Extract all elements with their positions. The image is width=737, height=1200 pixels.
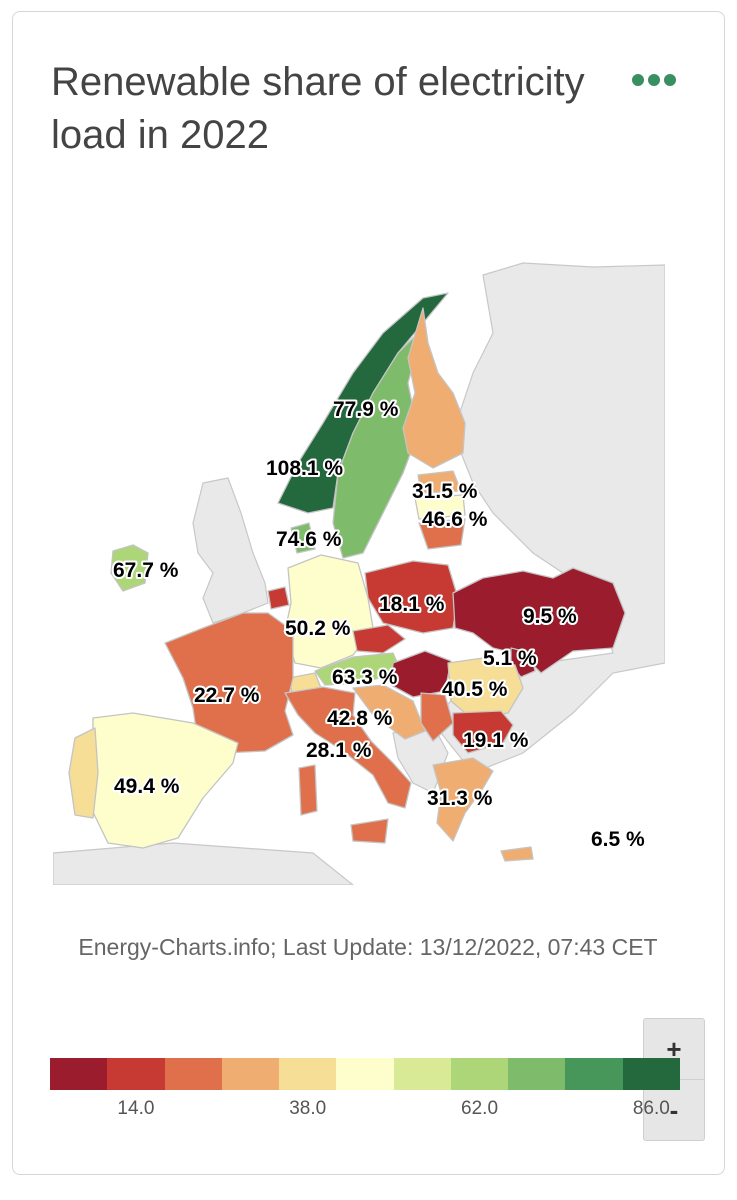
region-finland[interactable] bbox=[402, 307, 466, 469]
label-spain: 49.4 % bbox=[114, 775, 180, 798]
label-croatia: 42.8 % bbox=[327, 707, 393, 730]
legend-swatch bbox=[622, 1058, 680, 1090]
region-sicily[interactable] bbox=[350, 818, 389, 844]
label-estonia: 31.5 % bbox=[412, 480, 478, 503]
legend-swatch bbox=[565, 1058, 623, 1090]
region-hungary[interactable] bbox=[390, 650, 452, 698]
region-estonia[interactable] bbox=[417, 470, 462, 494]
legend-swatch bbox=[450, 1058, 509, 1090]
label-latvia: 46.6 % bbox=[422, 508, 488, 531]
legend-swatch bbox=[393, 1058, 451, 1090]
region-bulgaria[interactable] bbox=[452, 710, 514, 754]
region-latvia[interactable] bbox=[414, 494, 466, 520]
label-sweden: 77.9 % bbox=[333, 398, 399, 421]
region-poland[interactable] bbox=[364, 560, 459, 634]
label-ireland: 67.7 % bbox=[113, 559, 179, 582]
label-poland: 18.1 % bbox=[379, 593, 445, 616]
region-netherlands[interactable] bbox=[267, 586, 290, 610]
label-bulgaria: 19.1 % bbox=[463, 729, 529, 752]
land-britain bbox=[192, 477, 269, 624]
legend-tick: 86.0 bbox=[632, 1098, 670, 1119]
region-serbia[interactable] bbox=[420, 692, 454, 742]
region-cyprus[interactable] bbox=[500, 846, 534, 862]
region-ireland[interactable] bbox=[110, 544, 149, 592]
label-romania: 40.5 % bbox=[442, 678, 508, 701]
region-romania[interactable] bbox=[447, 657, 524, 719]
legend-tick: 62.0 bbox=[461, 1098, 499, 1119]
legend-tick: 14.0 bbox=[117, 1098, 155, 1119]
region-czechia[interactable] bbox=[352, 624, 406, 654]
legend-swatch bbox=[50, 1058, 108, 1090]
page-title: Renewable share of electricity load in 2… bbox=[51, 60, 585, 157]
label-denmark: 74.6 % bbox=[276, 528, 342, 551]
region-portugal[interactable] bbox=[68, 727, 99, 819]
label-greece: 31.3 % bbox=[427, 787, 493, 810]
region-lithuania[interactable] bbox=[418, 518, 466, 550]
map-svg: 77.9 % 108.1 % 31.5 % 46.6 % 74.6 % 67.7… bbox=[53, 262, 665, 885]
label-germany: 50.2 % bbox=[285, 617, 351, 640]
label-france: 22.7 % bbox=[194, 684, 260, 707]
legend-ticks: 14.0 38.0 62.0 86.0 bbox=[50, 1090, 680, 1120]
legend-swatch bbox=[336, 1058, 394, 1090]
region-sardinia[interactable] bbox=[298, 764, 318, 816]
region-france[interactable] bbox=[164, 612, 294, 754]
label-ukraine: 9.5 % bbox=[523, 605, 577, 628]
legend-swatch bbox=[221, 1058, 280, 1090]
label-moldova: 5.1 % bbox=[483, 647, 537, 670]
land-north-africa bbox=[53, 842, 354, 885]
zoom-in-button[interactable]: + bbox=[666, 1034, 682, 1064]
legend-swatch bbox=[508, 1058, 566, 1090]
region-denmark[interactable] bbox=[290, 522, 316, 554]
legend-swatch bbox=[164, 1058, 222, 1090]
region-greece[interactable] bbox=[432, 757, 494, 842]
legend-swatch bbox=[279, 1058, 337, 1090]
region-germany[interactable] bbox=[284, 554, 374, 669]
zoom-out-button[interactable]: - bbox=[669, 1095, 679, 1125]
legend-tick: 38.0 bbox=[289, 1098, 327, 1119]
label-austria: 63.3 % bbox=[332, 666, 398, 689]
europe-map[interactable]: 77.9 % 108.1 % 31.5 % 46.6 % 74.6 % 67.7… bbox=[53, 253, 705, 1141]
color-legend: 14.0 38.0 62.0 86.0 bbox=[50, 1058, 680, 1120]
region-slovenia-croatia[interactable] bbox=[352, 684, 426, 740]
label-italy: 28.1 % bbox=[306, 739, 372, 762]
attribution-text: Energy-Charts.info; Last Update: 13/12/2… bbox=[78, 934, 658, 960]
region-italy[interactable] bbox=[284, 686, 412, 809]
legend-swatch bbox=[107, 1058, 165, 1090]
legend-color-bar bbox=[50, 1058, 680, 1090]
more-options-icon[interactable] bbox=[632, 74, 676, 86]
region-ukraine[interactable] bbox=[452, 567, 626, 674]
label-norway: 108.1 % bbox=[266, 457, 343, 480]
